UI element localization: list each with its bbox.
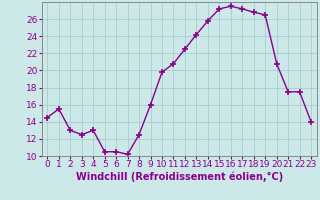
X-axis label: Windchill (Refroidissement éolien,°C): Windchill (Refroidissement éolien,°C) — [76, 172, 283, 182]
